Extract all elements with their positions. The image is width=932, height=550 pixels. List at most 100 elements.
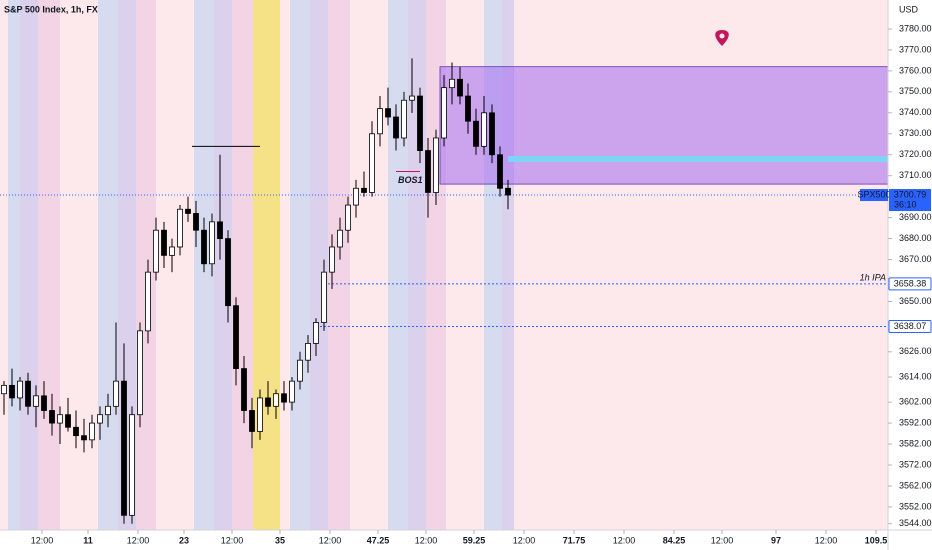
y-tick-label: 3730.00 <box>899 128 932 138</box>
x-tick-label: 59.25 <box>463 535 486 545</box>
session-stripe <box>328 0 350 530</box>
x-tick-label: 12:00 <box>221 535 244 545</box>
candle-body <box>425 150 431 193</box>
candle-body <box>401 99 407 139</box>
y-tick-label: 3562.00 <box>899 480 932 490</box>
symbol-label: SPX500 <box>857 189 890 199</box>
last-price-box <box>889 189 931 212</box>
candle-body <box>273 393 279 407</box>
candle-body <box>49 410 55 424</box>
candle-body <box>441 87 447 139</box>
candle-body <box>497 154 503 189</box>
y-tick-label: 3760.00 <box>899 65 932 75</box>
candle-body <box>417 95 423 151</box>
candle-body <box>409 95 415 101</box>
candle-body <box>457 78 463 97</box>
candle-body <box>137 330 143 416</box>
level-price: 3638.07 <box>894 321 927 331</box>
candle-body <box>473 120 479 147</box>
candle-body <box>177 208 183 248</box>
y-tick-label: 3670.00 <box>899 254 932 264</box>
y-tick-label: 3780.00 <box>899 23 932 33</box>
candle-body <box>361 187 367 193</box>
session-stripe <box>388 0 408 530</box>
y-tick-label: 3544.00 <box>899 518 932 528</box>
candle-body <box>73 426 79 437</box>
y-tick-label: 3614.00 <box>899 371 932 381</box>
x-tick-label: 12:00 <box>415 535 438 545</box>
candles <box>1 58 511 524</box>
x-tick-label: 109.5 <box>865 535 888 545</box>
y-tick-label: 3592.00 <box>899 417 932 427</box>
level-price: 3658.38 <box>894 278 927 288</box>
session-stripe <box>136 0 156 530</box>
price-zone <box>439 66 889 185</box>
x-tick-label: 12:00 <box>31 535 54 545</box>
chart-title: S&P 500 Index, 1h, FX <box>4 4 98 14</box>
session-stripe <box>8 0 20 530</box>
candle-body <box>153 229 159 273</box>
countdown: 36:10 <box>894 199 917 209</box>
candle-body <box>65 414 71 428</box>
x-tick-label: 12:00 <box>513 535 536 545</box>
x-tick-label: 11 <box>83 535 93 545</box>
location-pin-dot <box>719 33 725 39</box>
session-stripe <box>408 0 426 530</box>
candle-body <box>257 397 263 432</box>
y-tick-label: 3582.00 <box>899 438 932 448</box>
candle-body <box>321 271 327 323</box>
candle-body <box>1 384 7 395</box>
y-tick-label: 3602.00 <box>899 396 932 406</box>
candle-body <box>465 95 471 122</box>
candle-body <box>89 422 95 441</box>
y-tick-label: 3710.00 <box>899 170 932 180</box>
y-tick-label: 3680.00 <box>899 233 932 243</box>
candle-body <box>9 384 15 399</box>
candle-body <box>337 229 343 248</box>
y-tick-label: 3690.00 <box>899 212 932 222</box>
candle-body <box>369 133 375 193</box>
candle-body <box>345 204 351 231</box>
candle-body <box>353 187 359 206</box>
level-label: 1h IPA <box>860 272 886 282</box>
candle-body <box>505 187 511 196</box>
candle-body <box>449 78 455 89</box>
candle-body <box>241 368 247 411</box>
session-stripe <box>20 0 38 530</box>
x-tick-label: 71.75 <box>563 535 586 545</box>
candle-body <box>385 108 391 118</box>
candle-body <box>233 305 239 369</box>
y-tick-label: 3572.00 <box>899 459 932 469</box>
candle-body <box>185 208 191 214</box>
y-tick-label: 3750.00 <box>899 86 932 96</box>
session-stripe <box>253 0 280 530</box>
y-tick-label: 3552.00 <box>899 501 932 511</box>
candle-body <box>217 221 223 240</box>
candle-body <box>377 108 383 135</box>
x-tick-label: 97 <box>771 535 781 545</box>
candle-body <box>489 112 495 156</box>
y-tick-label: 3720.00 <box>899 149 932 159</box>
session-stripe <box>38 0 60 530</box>
x-tick-label: 12:00 <box>127 535 150 545</box>
candle-body <box>481 112 487 147</box>
candle-body <box>17 380 23 399</box>
level-price-box <box>888 277 932 291</box>
x-tick-label: 35 <box>275 535 285 545</box>
y-tick-label: 3626.00 <box>899 346 932 356</box>
candle-body <box>225 238 231 307</box>
session-stripe <box>232 0 253 530</box>
candle-body <box>289 380 295 403</box>
x-tick-label: 12:00 <box>613 535 636 545</box>
candle-body <box>209 221 215 265</box>
y-tick-label: 3740.00 <box>899 107 932 117</box>
session-stripe <box>290 0 310 530</box>
x-tick-label: 84.25 <box>663 535 686 545</box>
bos-label: BOS1 <box>398 175 423 185</box>
x-tick-label: 12:00 <box>319 535 342 545</box>
candle-body <box>81 435 87 441</box>
candle-body <box>121 380 127 516</box>
level-price-box <box>888 320 932 334</box>
x-tick-label: 12:00 <box>711 535 734 545</box>
